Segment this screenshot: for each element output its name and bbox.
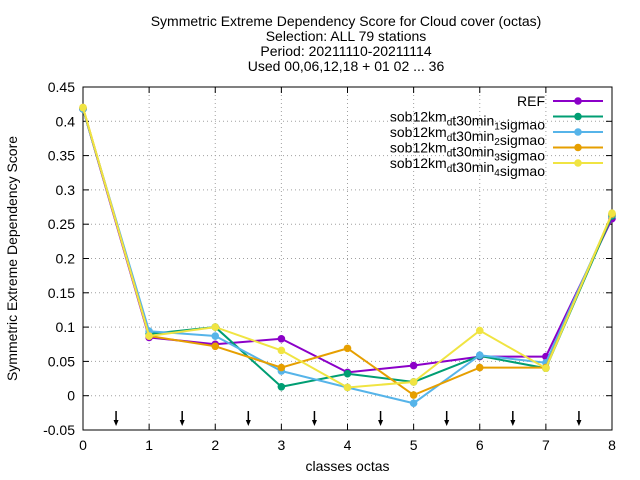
x-tick-label: 3 <box>277 437 285 453</box>
y-tick-label: 0.45 <box>48 79 75 95</box>
data-series <box>79 103 616 408</box>
data-point <box>277 334 286 343</box>
y-axis-ticks: -0.05 0 0.05 0.1 0.15 0.2 0.25 0.3 0.35 0.4 0.45 <box>43 79 612 438</box>
data-point <box>475 326 484 335</box>
x-tick-label: 1 <box>145 437 153 453</box>
data-point <box>277 346 286 355</box>
data-point <box>277 382 286 391</box>
data-point <box>211 342 220 351</box>
legend-swatch-point <box>574 143 582 152</box>
data-point <box>409 399 418 408</box>
y-tick-label: 0.05 <box>48 353 75 369</box>
data-point <box>79 103 87 112</box>
chart-title: Symmetric Extreme Dependency Score for C… <box>151 13 542 74</box>
y-tick-label: 0.25 <box>48 216 75 232</box>
data-point <box>343 369 352 378</box>
data-point <box>409 391 418 399</box>
title-line-3: Period: 20211110-20211114 <box>260 43 431 59</box>
boundary-arrow-head <box>245 420 251 426</box>
y-tick-label: 0.1 <box>56 319 76 335</box>
data-point <box>542 364 550 373</box>
x-tick-label: 8 <box>608 437 616 453</box>
x-tick-label: 2 <box>211 437 219 453</box>
data-point <box>343 383 352 392</box>
x-tick-label: 7 <box>542 437 550 453</box>
legend-swatch-point <box>574 159 582 167</box>
legend-swatch-point <box>574 128 582 136</box>
y-tick-label: 0.3 <box>56 182 76 198</box>
x-tick-label: 0 <box>79 437 87 453</box>
data-point <box>211 323 220 331</box>
y-tick-label: 0 <box>67 388 75 404</box>
boundary-arrow-head <box>179 420 185 426</box>
boundary-arrow-head <box>510 420 516 426</box>
x-axis-ticks: 0 1 2 3 4 5 6 7 8 <box>79 87 616 453</box>
x-axis-label: classes octas <box>305 458 389 474</box>
y-tick-label: 0.4 <box>56 113 76 129</box>
boundary-arrow-head <box>378 420 384 426</box>
data-point <box>475 351 484 360</box>
boundary-arrow-head <box>444 420 450 426</box>
data-point <box>211 332 220 340</box>
y-axis-label: Symmetric Extreme Dependency Score <box>4 136 20 381</box>
legend-label: sob12kmdt30min4sigmao <box>390 155 545 179</box>
y-tick-label: 0.35 <box>48 148 75 164</box>
y-tick-label: 0.15 <box>48 285 75 301</box>
legend-swatch-point <box>574 97 582 105</box>
title-line-2: Selection: ALL 79 stations <box>266 28 427 44</box>
legend-label: REF <box>517 93 545 109</box>
x-tick-label: 4 <box>344 437 352 453</box>
class-boundary-arrows <box>113 411 582 426</box>
legend-label: sob12kmdt30min2sigmao <box>390 124 545 148</box>
legend: REFsob12kmdt30min1sigmaosob12kmdt30min2s… <box>390 93 603 179</box>
data-point <box>608 209 616 218</box>
title-line-4: Used 00,06,12,18 + 01 02 ... 36 <box>248 58 445 74</box>
data-point <box>409 361 418 370</box>
data-point <box>343 344 352 353</box>
title-line-1: Symmetric Extreme Dependency Score for C… <box>151 13 542 29</box>
boundary-arrow-head <box>113 420 119 426</box>
x-tick-label: 6 <box>476 437 484 453</box>
boundary-arrow-head <box>576 420 582 426</box>
data-point <box>277 363 286 372</box>
boundary-arrow-head <box>311 420 317 426</box>
x-tick-label: 5 <box>410 437 418 453</box>
data-point <box>409 378 418 386</box>
y-tick-label: -0.05 <box>43 422 75 438</box>
legend-label: sob12kmdt30min1sigmao <box>390 109 545 133</box>
y-tick-label: 0.2 <box>56 251 76 267</box>
legend-swatch-point <box>574 112 582 121</box>
data-point <box>145 332 153 340</box>
data-point <box>475 363 484 372</box>
legend-label: sob12kmdt30min3sigmao <box>390 140 545 164</box>
grid-lines <box>83 87 612 430</box>
